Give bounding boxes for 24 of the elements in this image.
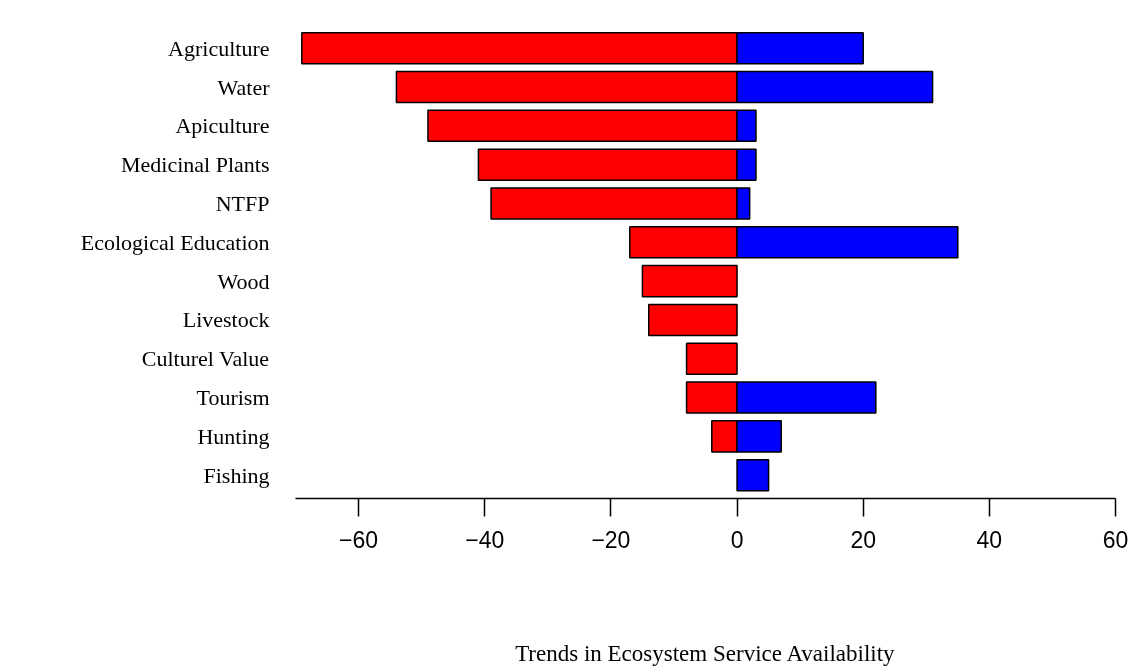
y-tick-label: Tourism [196,385,270,411]
bar [736,458,770,492]
bar [641,264,738,298]
y-tick-label: Fishing [203,462,270,488]
y-tick-label: Ecological Education [80,229,270,255]
x-tick-label: 20 [850,526,876,553]
x-tick-label: −20 [591,526,631,553]
y-tick-label: Hunting [197,423,270,449]
y-tick-label: Livestock [182,307,270,333]
y-tick-label: NTFP [215,190,270,216]
x-tick-label: 40 [976,526,1003,553]
bar [647,303,738,337]
x-tick-label: −60 [339,526,379,553]
x-tick-label: 60 [1102,526,1129,553]
y-tick-label: Water [217,74,271,100]
y-tick-label: Wood [217,268,270,294]
y-tick-label: Agriculture [168,35,270,61]
y-tick-label: Medicinal Plants [121,152,270,178]
x-tick-label: 0 [730,526,744,553]
y-tick-label: Apiculture [175,113,270,139]
x-axis-title: Trends in Ecosystem Service Availability [515,640,896,666]
bar [685,342,738,376]
y-tick-label: Culturel Value [141,346,270,372]
x-tick-label: −40 [465,526,505,553]
